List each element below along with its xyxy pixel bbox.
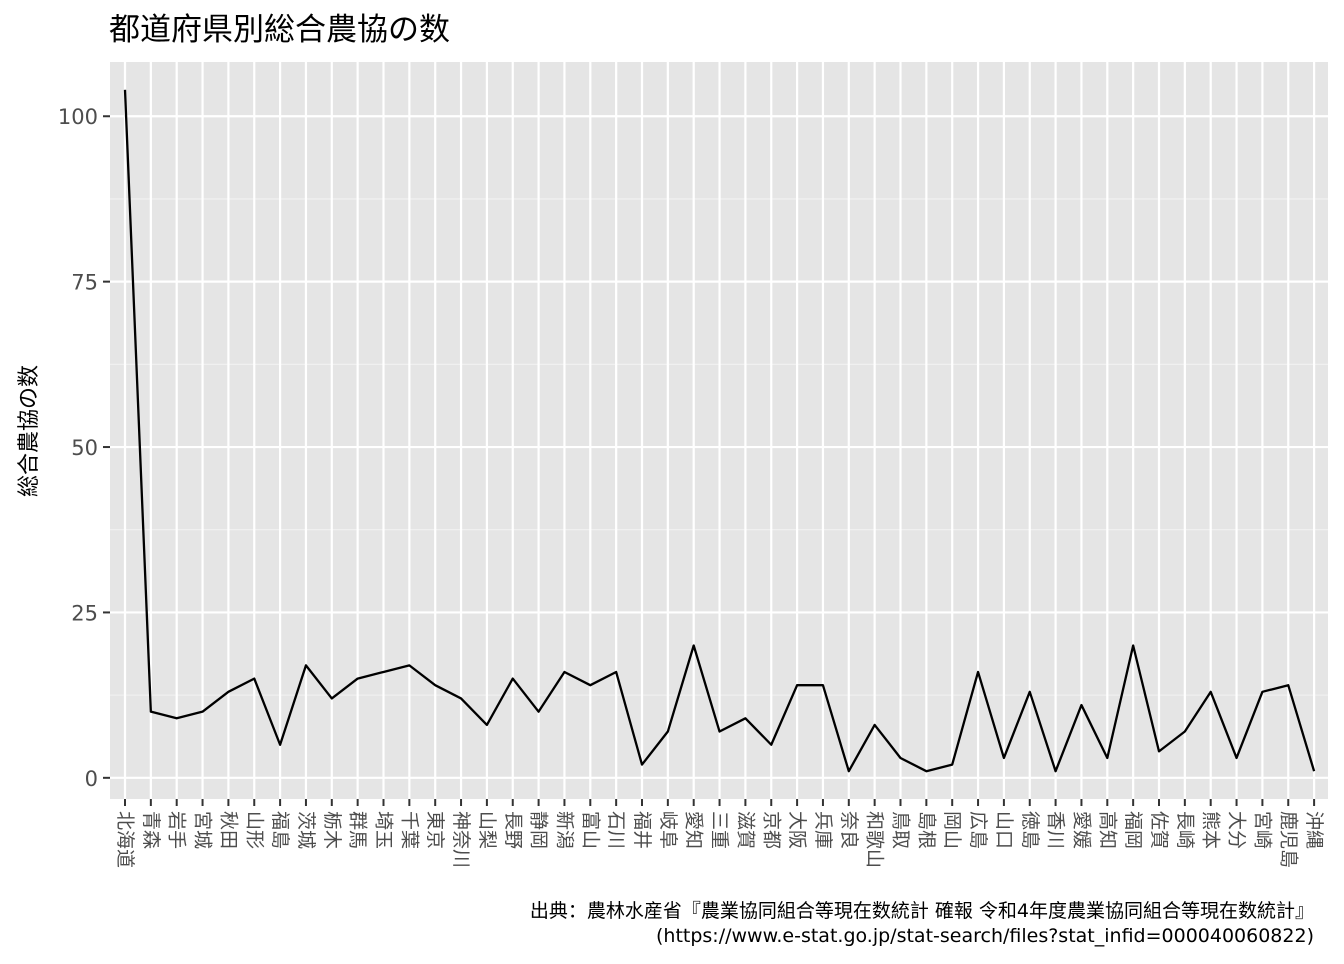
series-line	[123, 89, 1316, 773]
x-tick-label: 愛知	[683, 811, 705, 849]
x-tick-label: 香川	[1045, 811, 1067, 849]
x-tick-label: 山梨	[476, 811, 498, 849]
x-tick-label: 東京	[424, 811, 446, 849]
x-tick-label: 大阪	[786, 811, 808, 849]
x-tick-label: 栃木	[321, 811, 343, 849]
caption-source: 出典：農林水産省『農業協同組合等現在数統計 確報 令和4年度農業協同組合等現在数…	[530, 900, 1314, 922]
x-tick-label: 石川	[605, 811, 627, 849]
x-tick-label: 岐阜	[657, 811, 679, 849]
x-tick-label: 岩手	[166, 811, 188, 849]
caption-url: (https://www.e-stat.go.jp/stat-search/fi…	[656, 925, 1314, 947]
x-tick-label: 鹿児島	[1277, 811, 1299, 868]
x-axis: 北海道 青森 岩手 宮城 秋田 山形 福島 茨城 栃木 群馬 埼玉 千葉 東京 神奈川 山梨 長野 静岡 新潟 富山…	[114, 799, 1325, 868]
x-tick-label: 長野	[502, 811, 524, 849]
x-tick-label: 新潟	[553, 811, 575, 849]
x-tick-label: 埼玉	[373, 811, 395, 849]
x-tick-label: 北海道	[114, 811, 136, 868]
y-tick-label: 50	[71, 436, 98, 460]
x-tick-label: 三重	[709, 811, 731, 849]
x-tick-label: 福井	[631, 811, 653, 849]
grid-major	[110, 62, 1328, 799]
x-tick-label: 京都	[760, 811, 782, 849]
x-tick-label: 大分	[1226, 811, 1248, 849]
y-tick-label: 75	[71, 271, 98, 295]
x-tick-label: 福島	[269, 811, 291, 849]
x-tick-label: 島根	[915, 811, 937, 849]
x-tick-label: 静岡	[528, 811, 550, 849]
x-tick-label: 高知	[1096, 811, 1118, 849]
y-axis-label: 総合農協の数	[17, 365, 42, 497]
x-tick-label: 岡山	[941, 811, 963, 849]
x-tick-label: 長崎	[1174, 811, 1196, 849]
x-tick-label: 奈良	[838, 811, 860, 849]
x-tick-label: 佐賀	[1148, 811, 1170, 849]
x-tick-label: 秋田	[217, 811, 239, 849]
x-tick-label: 滋賀	[734, 811, 756, 849]
chart-title: 都道府県別総合農協の数	[109, 12, 450, 48]
y-tick-label: 0	[85, 767, 98, 791]
x-tick-label: 熊本	[1200, 811, 1222, 849]
x-tick-label: 青森	[140, 811, 162, 849]
y-tick-label: 25	[71, 601, 98, 625]
x-tick-label: 広島	[967, 811, 989, 849]
x-tick-label: 福岡	[1122, 811, 1144, 849]
x-tick-label: 群馬	[347, 811, 369, 849]
x-tick-label: 鳥取	[890, 811, 912, 849]
x-tick-label: 富山	[579, 811, 601, 849]
x-tick-label: 宮崎	[1251, 811, 1273, 849]
x-tick-label: 兵庫	[812, 811, 834, 849]
x-tick-label: 山形	[243, 811, 265, 849]
x-tick-label: 神奈川	[450, 811, 472, 868]
y-tick-label: 100	[58, 105, 98, 129]
x-tick-label: 山口	[993, 811, 1015, 849]
x-tick-label: 宮城	[192, 811, 214, 849]
x-tick-label: 愛媛	[1070, 811, 1092, 849]
x-tick-label: 和歌山	[864, 811, 886, 868]
x-tick-label: 茨城	[295, 811, 317, 849]
x-tick-label: 徳島	[1019, 811, 1041, 849]
x-tick-label: 千葉	[398, 811, 420, 849]
x-tick-label: 沖縄	[1303, 811, 1325, 849]
y-axis: 0 25 50 75 100	[58, 105, 110, 791]
